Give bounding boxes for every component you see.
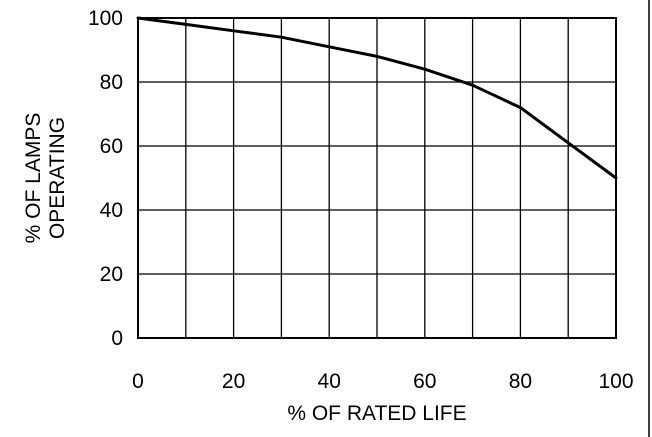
- x-axis-label: % OF RATED LIFE: [287, 402, 466, 425]
- y-tick-label: 100: [88, 7, 123, 30]
- x-tick-label: 100: [598, 370, 633, 393]
- grid: [138, 18, 616, 338]
- y-axis-label-line-1: % OF LAMPS: [22, 113, 45, 244]
- y-tick-labels: 0 20 40 60 80 100: [88, 7, 123, 350]
- series-line: [136, 16, 618, 180]
- x-tick-label: 20: [222, 370, 245, 393]
- x-tick-labels: 0 20 40 60 80 100: [132, 370, 633, 393]
- y-tick-label: 80: [100, 71, 123, 94]
- y-tick-label: 40: [100, 199, 123, 222]
- y-tick-label: 60: [100, 135, 123, 158]
- x-tick-label: 60: [413, 370, 436, 393]
- x-tick-label: 80: [509, 370, 532, 393]
- x-tick-label: 0: [132, 370, 144, 393]
- y-axis-label: % OF LAMPS OPERATING: [22, 113, 69, 244]
- y-tick-label: 20: [100, 263, 123, 286]
- y-tick-label: 0: [111, 327, 123, 350]
- x-tick-label: 40: [318, 370, 341, 393]
- y-axis-label-line-2: OPERATING: [46, 117, 69, 239]
